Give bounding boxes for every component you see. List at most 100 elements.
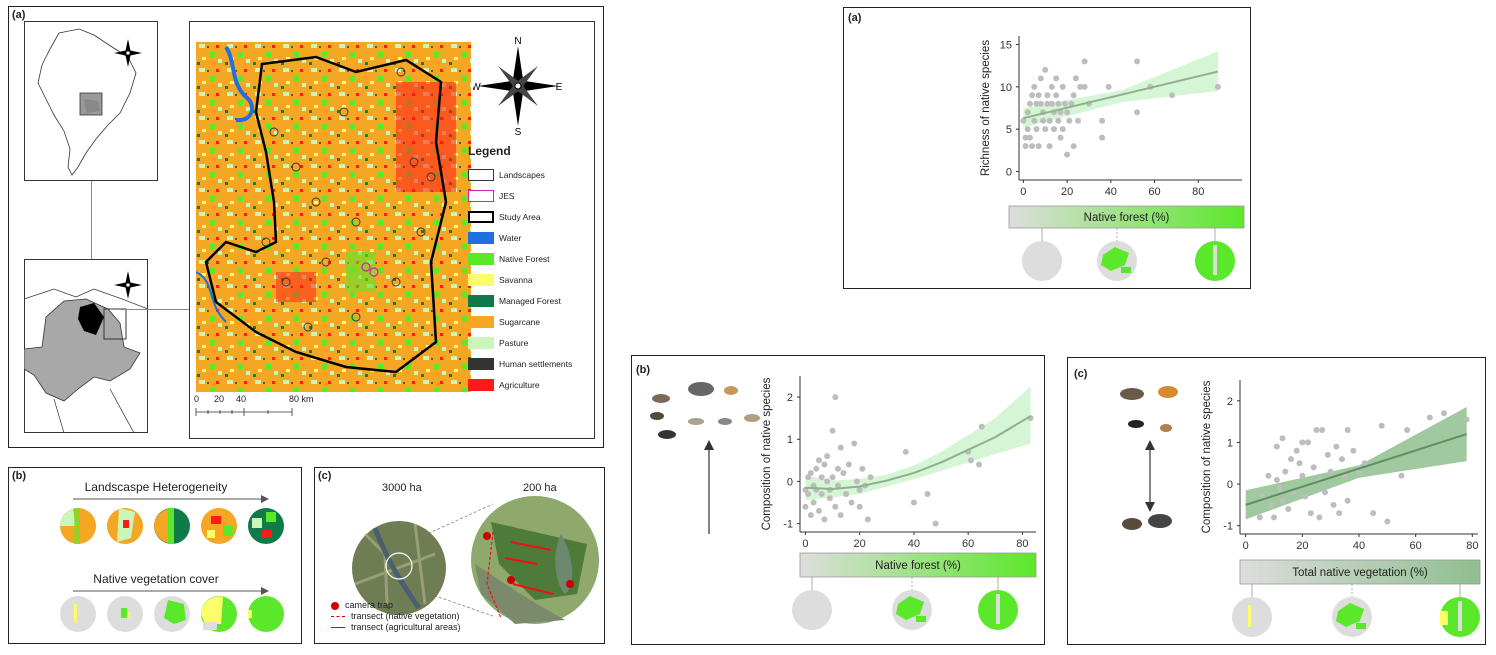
data-point bbox=[1077, 83, 1084, 90]
data-point bbox=[1053, 92, 1060, 99]
landscape-thumbnail bbox=[1440, 597, 1480, 637]
data-point bbox=[805, 491, 812, 498]
data-point bbox=[1370, 510, 1377, 517]
panel-label: (c) bbox=[1074, 368, 1088, 380]
legend-item: Native Forest bbox=[468, 248, 592, 269]
legend-swatch bbox=[468, 273, 494, 286]
data-point bbox=[1024, 126, 1031, 133]
double-arrow-icon bbox=[1145, 440, 1155, 450]
legend-label: JES bbox=[499, 190, 515, 201]
data-point bbox=[837, 444, 844, 451]
data-point bbox=[815, 507, 822, 514]
data-point bbox=[1273, 443, 1280, 450]
data-point bbox=[1042, 66, 1049, 73]
data-point bbox=[853, 478, 860, 485]
connector-line bbox=[119, 309, 189, 310]
animal-icon bbox=[1122, 518, 1142, 530]
landscape-thumbnail bbox=[1232, 597, 1272, 637]
data-point bbox=[1022, 134, 1029, 141]
legend-label: Landscapes bbox=[499, 169, 545, 180]
compass-rose-icon bbox=[114, 39, 142, 67]
legend-item: Human settlements bbox=[468, 353, 592, 374]
dashed-line-icon bbox=[331, 616, 345, 617]
legend-swatch bbox=[468, 168, 494, 181]
x-tick-label: 20 bbox=[1061, 186, 1073, 198]
area-label-3000: 3000 ha bbox=[382, 482, 422, 494]
arrow-right-icon bbox=[73, 587, 269, 595]
main-map-frame: N S E W Legend Landscapes JES Study Area Wa… bbox=[189, 21, 595, 439]
legend-label: Native Forest bbox=[499, 253, 550, 264]
animal-icon bbox=[724, 386, 738, 395]
data-point bbox=[864, 516, 871, 523]
data-point bbox=[848, 499, 855, 506]
data-point bbox=[1081, 83, 1088, 90]
x-tick-label: 0 bbox=[1243, 540, 1249, 552]
data-point bbox=[1265, 472, 1272, 479]
data-point bbox=[1099, 134, 1106, 141]
y-tick-label: 0 bbox=[1227, 479, 1233, 491]
scale-tick: 20 bbox=[214, 394, 225, 404]
confidence-band bbox=[1245, 407, 1467, 520]
data-point bbox=[1029, 92, 1036, 99]
data-point bbox=[932, 520, 939, 527]
x-tick-label: 80 bbox=[1192, 186, 1204, 198]
animal-icon bbox=[1160, 424, 1172, 432]
y-tick-label: 1 bbox=[787, 434, 793, 446]
data-point bbox=[1273, 476, 1280, 483]
legend-item-transect-native: transect (native vegetation) bbox=[331, 611, 461, 622]
data-point bbox=[1055, 117, 1062, 124]
data-point bbox=[821, 461, 828, 468]
landscape-thumbnail bbox=[792, 590, 832, 630]
data-point bbox=[837, 512, 844, 519]
south-america-inset bbox=[24, 21, 158, 181]
legend-label: Study Area bbox=[499, 211, 541, 222]
animal-icon bbox=[652, 394, 670, 403]
data-point bbox=[1099, 117, 1106, 124]
legend-item: Sugarcane bbox=[468, 311, 592, 332]
gradient-bar bbox=[1008, 205, 1245, 229]
y-tick-label: 2 bbox=[1227, 396, 1233, 408]
data-point bbox=[1361, 460, 1368, 467]
data-point bbox=[1384, 518, 1391, 525]
legend-item: Pasture bbox=[468, 332, 592, 353]
legend-title: Legend bbox=[468, 144, 511, 158]
y-tick-label: -1 bbox=[1223, 521, 1233, 533]
double-arrow-icon bbox=[1145, 502, 1155, 512]
data-point bbox=[851, 440, 858, 447]
animal-icon bbox=[1120, 388, 1144, 400]
scale-tick: 80 km bbox=[289, 394, 314, 404]
data-point bbox=[834, 482, 841, 489]
legend-swatch bbox=[468, 315, 494, 328]
x-tick-label: 0 bbox=[802, 538, 808, 550]
data-point bbox=[1344, 497, 1351, 504]
data-point bbox=[1064, 151, 1071, 158]
solid-line-icon bbox=[331, 627, 345, 628]
panel-label: (b) bbox=[12, 470, 27, 482]
landscape-thumbnail bbox=[1022, 241, 1062, 281]
data-point bbox=[1285, 506, 1292, 513]
legend-label: Water bbox=[499, 232, 522, 243]
state-inset bbox=[24, 259, 148, 433]
data-point bbox=[802, 503, 809, 510]
data-point bbox=[824, 453, 831, 460]
heterogeneity-circles bbox=[60, 508, 284, 544]
data-point bbox=[1044, 92, 1051, 99]
x-tick-label: 60 bbox=[1410, 540, 1422, 552]
data-point bbox=[1035, 143, 1042, 150]
data-point bbox=[1044, 100, 1051, 107]
data-point bbox=[1214, 83, 1221, 90]
data-point bbox=[1029, 143, 1036, 150]
legend-item: Study Area bbox=[468, 206, 592, 227]
animal-icon bbox=[650, 412, 664, 420]
heterogeneity-title: Landscaspe Heterogeneity bbox=[84, 480, 228, 494]
data-point bbox=[1046, 117, 1053, 124]
data-point bbox=[902, 448, 909, 455]
data-point bbox=[967, 457, 974, 464]
x-tick-label: 40 bbox=[1353, 540, 1365, 552]
data-point bbox=[910, 499, 917, 506]
data-point bbox=[843, 491, 850, 498]
data-point bbox=[832, 394, 839, 401]
data-point bbox=[1031, 83, 1038, 90]
